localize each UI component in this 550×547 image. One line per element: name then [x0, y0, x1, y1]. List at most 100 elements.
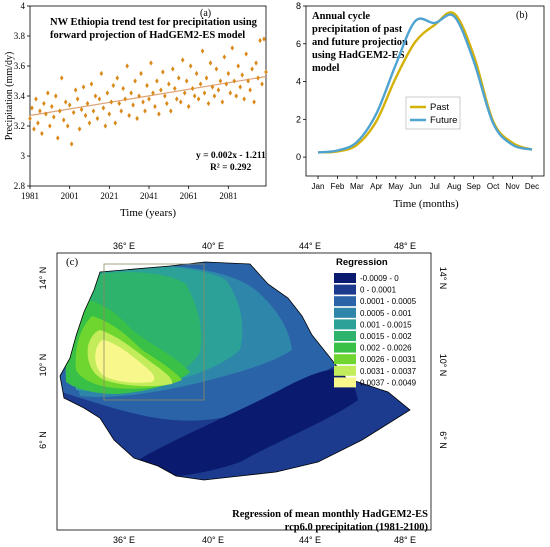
- zone-0.0037-0.0049: [95, 340, 155, 383]
- x-tick-bottom-48: 48° E: [394, 535, 416, 545]
- x-tick-label: 1981: [21, 191, 39, 201]
- data-point: [161, 69, 165, 75]
- data-point: [232, 78, 237, 84]
- panel-label-b: (b): [516, 10, 528, 21]
- legend-swatch: [334, 365, 356, 376]
- x-tick-label: 2041: [140, 191, 158, 201]
- y-tick-right-14: 14° N: [438, 267, 448, 290]
- x-tick-label-mar: Mar: [350, 182, 364, 191]
- legend-swatch: [334, 377, 356, 388]
- legend-swatch: [334, 307, 356, 318]
- legend-title: Regression: [336, 257, 388, 268]
- data-point: [67, 102, 72, 108]
- chart-title-line-2: precipitation of past: [312, 24, 403, 35]
- data-point: [226, 70, 231, 77]
- data-point: [115, 75, 120, 81]
- data-point: [149, 60, 153, 66]
- data-point: [30, 105, 34, 111]
- chart-title-line-1: Annual cycle: [312, 11, 370, 22]
- x-tick-label-apr: Apr: [370, 182, 383, 191]
- x-tick-bottom-36: 36° E: [113, 535, 135, 545]
- legend-class-label: 0.0005 - 0.001: [360, 309, 412, 318]
- data-point: [73, 87, 78, 93]
- legend-class-label: 0 - 0.0001: [360, 286, 397, 295]
- data-point: [174, 96, 179, 102]
- y-tick-label: 8: [296, 1, 301, 11]
- data-point: [99, 70, 104, 77]
- data-point: [107, 111, 112, 117]
- data-point: [38, 108, 42, 114]
- y-tick-left-14: 14° N: [38, 267, 48, 290]
- data-point: [103, 123, 108, 129]
- data-point: [248, 87, 252, 93]
- legend-class-label: -0.0009 - 0: [360, 274, 399, 283]
- x-tick-label-jul: Jul: [430, 182, 440, 191]
- data-point: [127, 112, 131, 119]
- data-point: [93, 93, 98, 99]
- data-point: [65, 123, 70, 129]
- data-point: [208, 60, 213, 66]
- panel-a-trend-chart: (a) NW Ethiopia trend test for precipita…: [0, 0, 272, 228]
- legend-swatch: [334, 284, 356, 295]
- data-point: [75, 96, 80, 102]
- data-point: [190, 85, 195, 92]
- data-point: [145, 82, 149, 89]
- data-point: [143, 108, 147, 114]
- trend-line: [29, 75, 267, 117]
- legend-box: [405, 96, 461, 130]
- legend-class-label: 0.0031 - 0.0037: [360, 367, 417, 376]
- data-point: [196, 96, 201, 102]
- x-tick-bottom-44: 44° E: [299, 535, 321, 545]
- data-point: [264, 69, 268, 75]
- legend-swatch: [334, 331, 356, 341]
- data-point: [258, 37, 262, 44]
- data-point: [133, 78, 137, 84]
- data-point: [111, 82, 116, 89]
- data-point: [236, 63, 241, 69]
- data-point: [252, 99, 256, 105]
- data-point: [151, 90, 155, 96]
- data-point: [242, 96, 246, 102]
- data-point: [260, 81, 264, 87]
- data-point: [101, 105, 106, 111]
- data-point: [87, 120, 92, 126]
- regression-contours: [60, 262, 410, 480]
- y-tick-label: 2.8: [14, 181, 26, 191]
- data-point: [55, 135, 60, 141]
- x-tick-top-36: 36° E: [113, 241, 135, 251]
- chart-title-line-1: NW Ethiopia trend test for precipitation…: [50, 17, 258, 28]
- data-point: [32, 126, 36, 132]
- data-point: [153, 103, 157, 110]
- data-point: [240, 72, 245, 78]
- map-legend: Regression -0.0009 - 0 0 - 0.0001 0.0001 -…: [334, 257, 417, 388]
- series-line-future: [317, 13, 533, 154]
- data-point: [172, 85, 177, 92]
- x-tick-label-jun: Jun: [409, 182, 422, 191]
- y-tick-right-6: 6° N: [438, 431, 448, 449]
- data-point: [214, 66, 219, 72]
- data-point: [125, 63, 129, 69]
- data-point: [141, 99, 145, 105]
- data-point: [194, 70, 199, 77]
- data-point: [155, 78, 159, 84]
- y-tick-label: 0: [296, 152, 301, 162]
- data-point: [254, 60, 258, 66]
- data-point: [184, 78, 189, 84]
- data-point: [121, 85, 126, 92]
- x-tick-label-jan: Jan: [312, 182, 325, 191]
- y-tick-left-6: 6° N: [38, 431, 48, 449]
- y-tick-label: 4: [21, 1, 26, 11]
- data-point: [50, 103, 54, 110]
- data-point: [44, 111, 48, 117]
- data-point: [81, 84, 86, 90]
- data-point: [139, 70, 143, 77]
- data-point: [178, 99, 183, 105]
- data-point: [262, 36, 266, 42]
- data-point: [113, 120, 118, 126]
- data-point: [77, 126, 82, 132]
- panel-c-regression-map: (c) 36° E 40° E 44° E 48° E 36° E 40° E …: [0, 240, 550, 547]
- regression-map-svg: (c) 36° E 40° E 44° E 48° E 36° E 40° E …: [38, 241, 448, 545]
- y-tick-label: 3.2: [14, 121, 25, 131]
- regression-equation: y = 0.002x - 1.211: [196, 151, 266, 161]
- data-point: [165, 100, 169, 107]
